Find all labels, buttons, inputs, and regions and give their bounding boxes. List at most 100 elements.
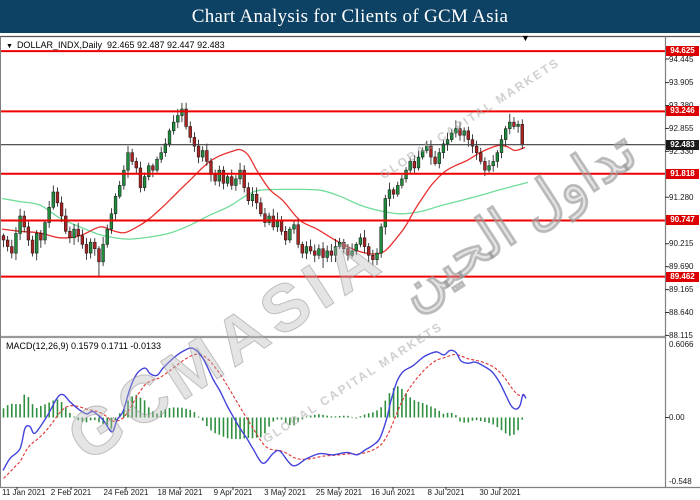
candle-body — [338, 241, 342, 247]
candle-body — [1, 235, 6, 241]
candle-body — [221, 169, 226, 184]
candle-body — [474, 145, 479, 153]
candle-body — [101, 244, 105, 263]
candle-body — [126, 152, 130, 171]
candle-body — [412, 161, 417, 169]
candle-body — [84, 244, 89, 254]
candle-body — [159, 152, 163, 160]
resistance-price-label: 94.625 — [666, 46, 699, 57]
date-tick-label: 30 Jul 2021 — [479, 488, 521, 497]
candle-body — [358, 237, 363, 245]
symbol-dropdown-icon[interactable]: ▼ — [6, 43, 13, 50]
date-tick-label: 11 Jan 2021 — [2, 488, 46, 497]
candle-body — [142, 176, 147, 188]
candle-body — [300, 244, 304, 254]
candle-body — [387, 189, 392, 199]
candle-body — [47, 207, 51, 223]
price-tick-label: 94.445 — [669, 54, 694, 64]
candle-body — [205, 150, 209, 162]
date-tick-label: 16 Jun 2021 — [370, 488, 416, 497]
candle-body — [441, 143, 446, 153]
date-tick-label: 25 May 2021 — [315, 488, 363, 497]
candle-body — [163, 143, 167, 153]
candle-body — [350, 250, 354, 256]
candle-body — [196, 145, 201, 158]
resistance-price-label: 93.246 — [666, 106, 699, 117]
indicator-values: 0.1579 0.1711 -0.0133 — [71, 341, 161, 351]
slow-ma-line — [1, 181, 529, 240]
candle-body — [495, 152, 500, 162]
candle-body — [516, 124, 520, 127]
macd-axis-zero-label: 0.00 — [669, 413, 685, 422]
symbol-timeframe-label: DOLLAR_INDX,Daily — [16, 40, 102, 50]
candle-body — [284, 231, 288, 241]
candle-body — [408, 161, 412, 171]
candle-body — [14, 233, 18, 254]
candle-body — [26, 226, 31, 241]
candle-body — [504, 128, 508, 140]
current-price-label: 92.483 — [666, 139, 699, 150]
macd-line — [2, 347, 527, 471]
price-tick-label: 92.855 — [669, 123, 694, 133]
candle-body — [151, 165, 155, 171]
candle-body — [225, 176, 230, 184]
candle-body — [68, 231, 72, 239]
price-tick-label: 89.690 — [669, 262, 694, 272]
candle-body — [201, 150, 205, 158]
candle-body — [433, 156, 437, 164]
candle-body — [246, 187, 250, 201]
candle-body — [35, 233, 39, 254]
candle-body — [230, 176, 234, 186]
candle-body — [267, 215, 271, 223]
candle-body — [39, 233, 43, 241]
candle-body — [383, 198, 387, 228]
scroll-to-end-icon[interactable]: ▼ — [521, 33, 530, 43]
candle-body — [391, 189, 396, 195]
price-tick-label: 91.280 — [669, 192, 694, 202]
candle-body — [445, 139, 450, 145]
candle-body — [59, 202, 64, 217]
candle-body — [6, 239, 10, 247]
candle-body — [346, 248, 350, 256]
candle-body — [479, 152, 483, 162]
candle-body — [400, 178, 404, 186]
resistance-price-label: 91.818 — [666, 168, 699, 179]
candle-body — [122, 169, 126, 186]
candle-body — [250, 193, 255, 201]
candle-body — [396, 185, 400, 195]
candle-body — [512, 121, 516, 127]
candle-body — [288, 228, 292, 241]
date-tick-label: 9 Apr 2021 — [213, 488, 253, 497]
candle-body — [89, 241, 93, 254]
candle-body — [329, 250, 334, 256]
candle-body — [259, 202, 263, 215]
candle-body — [176, 115, 180, 123]
candle-body — [342, 241, 346, 249]
candle-body — [130, 152, 134, 162]
candle-body — [304, 246, 309, 254]
candle-body — [499, 139, 504, 153]
indicator-name: MACD(12,26,9) — [6, 341, 69, 351]
candle-body — [184, 108, 188, 127]
candle-body — [72, 228, 76, 239]
candle-body — [51, 191, 55, 208]
price-tick-label: 89.165 — [669, 285, 694, 295]
chart-background — [0, 33, 700, 500]
candle-body — [466, 130, 470, 140]
candle-body — [292, 224, 296, 230]
candle-body — [134, 161, 138, 169]
candle-body — [209, 161, 213, 175]
candle-body — [167, 130, 172, 145]
candle-body — [416, 156, 421, 169]
candle-body — [458, 128, 462, 136]
candle-body — [188, 126, 192, 138]
candle-body — [508, 121, 512, 129]
candle-body — [113, 196, 118, 215]
candle-body — [279, 220, 284, 232]
candle-body — [10, 246, 14, 254]
macd-axis-max-label: 0.6066 — [669, 340, 694, 349]
candle-body — [255, 193, 259, 204]
candle-body — [483, 161, 487, 171]
